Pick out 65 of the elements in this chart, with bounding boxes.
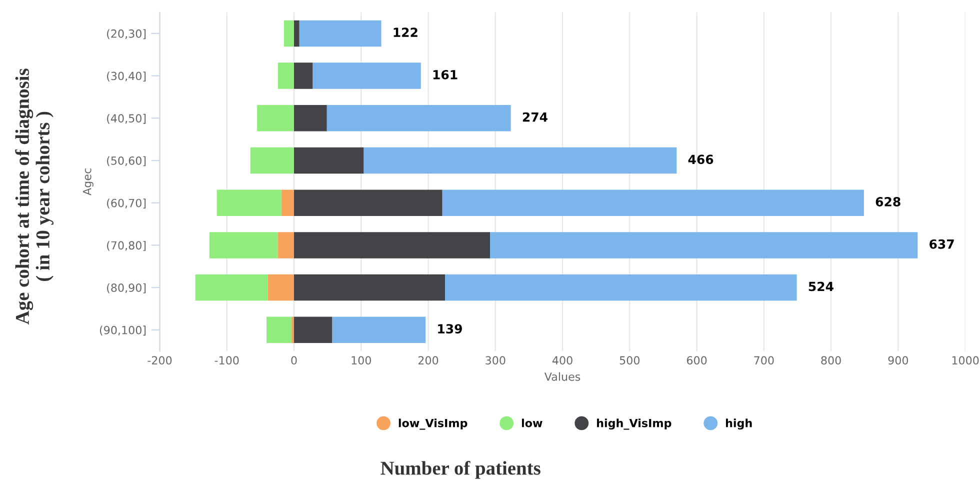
bar — [268, 274, 294, 301]
legend-label: high — [726, 418, 752, 430]
bar — [294, 20, 300, 47]
bar — [278, 62, 294, 89]
text: Age cohort at time of diagnosis ( in 10 year cohorts ) — [15, 68, 54, 324]
x-tick-label: 0 — [291, 356, 297, 365]
bar — [209, 232, 278, 258]
data-label: 139 — [438, 324, 462, 334]
y-tick-label: (60,70] — [107, 198, 146, 209]
x-tick-label: -100 — [214, 356, 239, 365]
bar — [257, 105, 294, 132]
bar — [294, 147, 364, 174]
x-tick-label: 1000 — [952, 356, 979, 365]
x-tick-label: 400 — [552, 356, 572, 365]
y-axis-title: Agec — [83, 168, 94, 196]
bar — [284, 20, 294, 47]
bar — [294, 316, 332, 344]
bar — [266, 316, 292, 344]
x-tick-label: 500 — [620, 356, 640, 365]
bar — [216, 190, 282, 216]
data-label: 637 — [930, 239, 954, 249]
data-label: 628 — [876, 197, 900, 206]
bar — [299, 20, 382, 47]
y-tick-label: (90,100] — [100, 326, 146, 336]
bar — [294, 274, 446, 301]
bar — [326, 105, 511, 132]
bar — [332, 316, 426, 344]
x-tick-label: 600 — [686, 356, 707, 365]
x-tick-label: 800 — [821, 356, 841, 365]
bar — [281, 190, 294, 216]
data-label: 161 — [433, 70, 458, 80]
data-label: 274 — [522, 112, 548, 122]
bar — [278, 232, 294, 258]
bar — [445, 274, 797, 301]
bar — [312, 62, 421, 89]
x-tick-label: 900 — [888, 356, 908, 365]
text: Number of patients — [380, 460, 540, 479]
y-tick-label: (30,40] — [107, 72, 146, 82]
y-tick-label: (20,30] — [107, 29, 146, 40]
x-axis-title: Values — [544, 372, 580, 381]
bar — [294, 232, 490, 258]
x-tick-label: 100 — [352, 356, 371, 365]
bar — [364, 147, 677, 174]
bar — [294, 62, 313, 89]
bar — [195, 274, 268, 301]
x-tick-label: 700 — [754, 356, 774, 365]
bar — [291, 316, 294, 344]
data-label: 466 — [688, 154, 714, 164]
legend-label: low — [522, 418, 542, 428]
y-tick-label: (70,80] — [107, 240, 146, 251]
y-tick-label: (40,50] — [107, 114, 146, 124]
data-label: 122 — [394, 28, 418, 37]
bar — [250, 147, 294, 174]
x-tick-label: 300 — [486, 356, 506, 365]
x-tick-label: 200 — [418, 356, 438, 365]
legend-label: low_VisImp — [398, 418, 468, 430]
bar — [442, 190, 864, 216]
bar — [294, 190, 442, 216]
x-tick-label: -200 — [148, 356, 172, 365]
data-label: 524 — [808, 282, 834, 292]
y-tick-label: (50,60] — [107, 156, 146, 166]
y-tick-label: (80,90] — [107, 283, 146, 294]
bar — [294, 105, 327, 132]
bar — [490, 232, 918, 258]
legend-label: high_VisImp — [597, 418, 672, 430]
